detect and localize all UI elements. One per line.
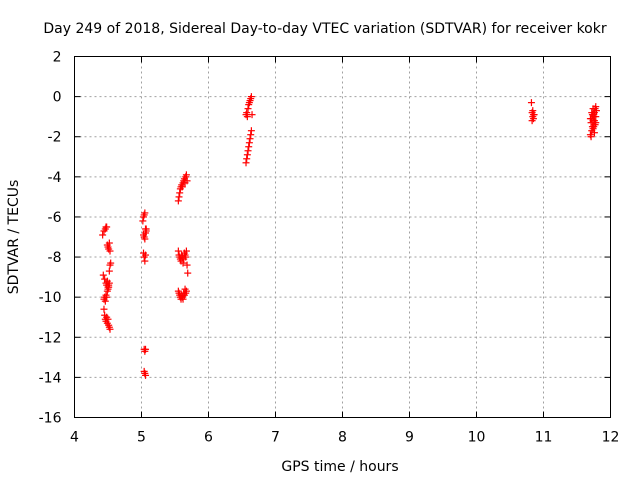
data-point bbox=[590, 129, 598, 137]
x-tick-label: 10 bbox=[468, 430, 486, 446]
data-point bbox=[243, 113, 251, 121]
data-point bbox=[106, 247, 114, 255]
data-point bbox=[142, 371, 150, 379]
data-point bbox=[248, 111, 256, 119]
data-point bbox=[182, 253, 190, 261]
x-tick-label: 11 bbox=[535, 430, 553, 446]
x-axis-ticks: 4 5 6 7 8 9 10 11 12 bbox=[70, 56, 620, 446]
data-point bbox=[182, 287, 190, 295]
data-point bbox=[179, 259, 187, 267]
data-point bbox=[246, 135, 254, 143]
data-point bbox=[107, 259, 115, 267]
data-point bbox=[103, 293, 111, 301]
y-axis-ticks: -16 -14 -12 -10 -8 -6 -4 -2 0 2 bbox=[39, 50, 611, 427]
data-points bbox=[99, 93, 600, 379]
data-point bbox=[141, 209, 149, 217]
data-point bbox=[100, 305, 108, 313]
x-tick-label: 4 bbox=[70, 430, 79, 446]
data-point bbox=[182, 171, 190, 179]
data-point bbox=[587, 133, 595, 141]
data-point bbox=[176, 189, 184, 197]
data-point bbox=[527, 99, 535, 107]
data-point bbox=[245, 143, 253, 151]
y-tick-label: -8 bbox=[48, 250, 62, 266]
data-point bbox=[589, 125, 597, 133]
y-tick-label: -10 bbox=[39, 290, 62, 306]
data-point bbox=[141, 235, 149, 243]
y-axis-label: SDTVAR / TECUs bbox=[6, 180, 22, 295]
y-tick-label: 0 bbox=[53, 90, 62, 106]
x-axis-label: GPS time / hours bbox=[281, 459, 398, 475]
data-point bbox=[142, 251, 150, 259]
data-point bbox=[243, 151, 251, 159]
data-point bbox=[105, 239, 113, 247]
data-point bbox=[103, 223, 111, 231]
x-tick-label: 9 bbox=[405, 430, 414, 446]
data-point bbox=[99, 231, 107, 239]
data-point bbox=[529, 111, 537, 119]
data-point bbox=[592, 119, 600, 127]
data-point bbox=[247, 127, 255, 135]
data-point bbox=[105, 283, 113, 291]
data-point bbox=[586, 115, 594, 123]
data-point bbox=[247, 93, 255, 101]
data-point bbox=[247, 131, 255, 139]
y-tick-label: -2 bbox=[48, 130, 62, 146]
y-tick-label: -6 bbox=[48, 210, 62, 226]
chart-title: Day 249 of 2018, Sidereal Day-to-day VTE… bbox=[43, 21, 606, 37]
data-point bbox=[142, 229, 150, 237]
data-point bbox=[142, 345, 150, 353]
data-point bbox=[141, 257, 149, 265]
data-point bbox=[106, 325, 114, 333]
data-point bbox=[105, 267, 113, 275]
data-point bbox=[174, 247, 182, 255]
data-point bbox=[244, 147, 252, 155]
data-point bbox=[105, 279, 113, 287]
x-tick-label: 12 bbox=[602, 430, 620, 446]
data-point bbox=[590, 111, 598, 119]
y-tick-label: -14 bbox=[39, 370, 62, 386]
data-point bbox=[182, 247, 190, 255]
data-point bbox=[243, 109, 251, 117]
data-point bbox=[244, 105, 252, 113]
data-point bbox=[184, 269, 192, 277]
plot-frame bbox=[74, 56, 611, 418]
y-tick-label: -4 bbox=[48, 170, 62, 186]
data-point bbox=[178, 183, 186, 191]
y-tick-label: -16 bbox=[39, 411, 62, 427]
data-point bbox=[528, 117, 536, 125]
data-point bbox=[242, 159, 250, 167]
data-point bbox=[243, 155, 251, 163]
data-point bbox=[175, 193, 183, 201]
data-point bbox=[529, 107, 537, 115]
data-point bbox=[179, 295, 187, 303]
x-tick-label: 7 bbox=[271, 430, 280, 446]
data-point bbox=[142, 225, 150, 233]
data-point bbox=[183, 177, 191, 185]
x-tick-label: 8 bbox=[338, 430, 347, 446]
data-point bbox=[104, 315, 112, 323]
data-point bbox=[139, 217, 147, 225]
x-tick-label: 6 bbox=[204, 430, 213, 446]
data-point bbox=[99, 271, 107, 279]
data-point bbox=[589, 105, 597, 113]
y-tick-label: 2 bbox=[53, 50, 62, 66]
data-point bbox=[245, 139, 253, 147]
grid bbox=[74, 56, 611, 418]
data-point bbox=[183, 261, 191, 269]
x-tick-label: 5 bbox=[137, 430, 146, 446]
data-point bbox=[174, 197, 182, 205]
data-point bbox=[101, 297, 109, 305]
y-tick-label: -12 bbox=[39, 330, 62, 346]
